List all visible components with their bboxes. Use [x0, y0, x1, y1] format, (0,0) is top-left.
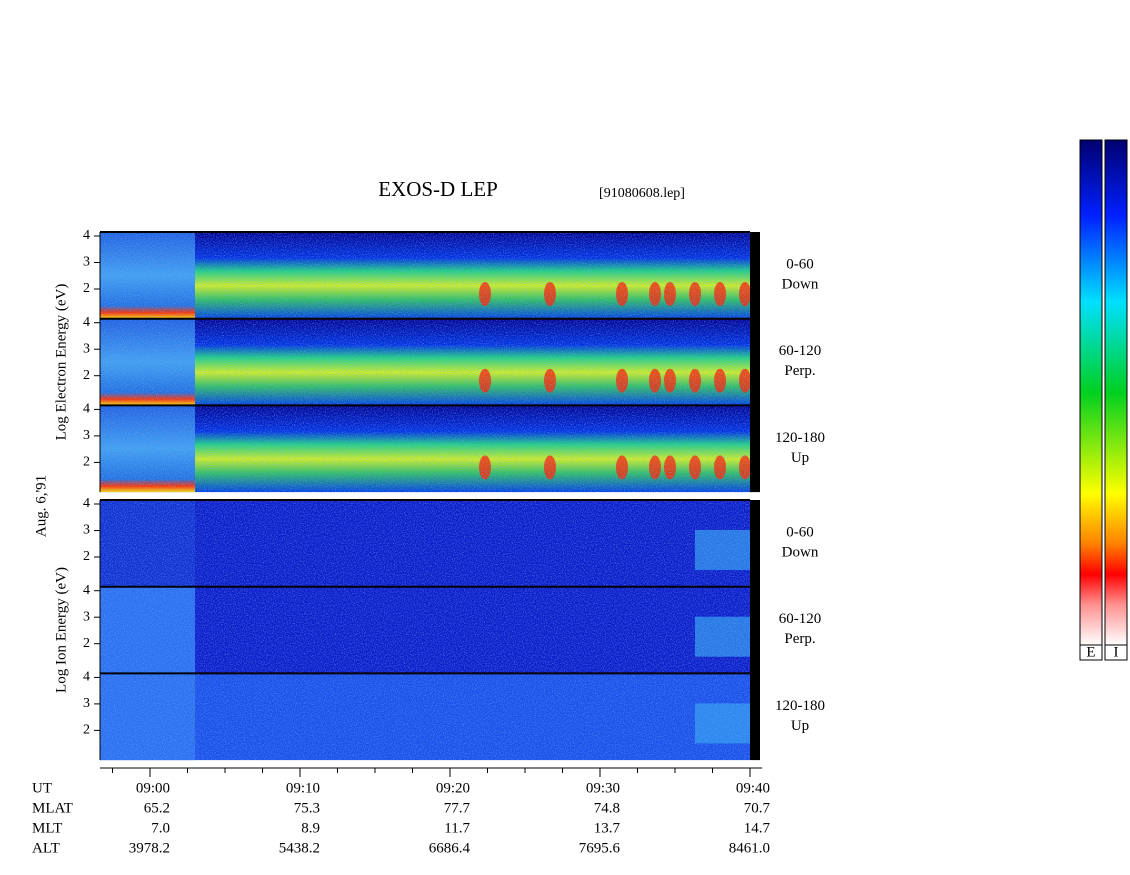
spectrogram-noise [100, 586, 750, 674]
colorbar-label: E [1086, 644, 1095, 660]
y-tick-label: 4 [83, 315, 90, 330]
axis-value: 09:10 [286, 780, 320, 796]
panel-direction: Up [791, 450, 809, 466]
plots: 4 3 2 4 3 2 4 3 2 4 3 2 4 3 2 4 3 2 [83, 228, 760, 761]
right-strip [750, 232, 760, 493]
panel-direction: Down [782, 276, 819, 292]
right-strip [750, 500, 760, 761]
time-axis: UT MLAT MLT ALT 09:00 65.2 7.0 3978.2 09:10 75.3 8… [32, 767, 771, 856]
spectrogram-noise [100, 232, 750, 319]
colorbar-label: I [1114, 644, 1119, 660]
row-label: ALT [32, 840, 60, 856]
colorbar-label-box [1079, 644, 1103, 661]
axis-value: 8.9 [301, 820, 320, 836]
axis-value: 3978.2 [129, 840, 170, 856]
axis-value: 11.7 [444, 820, 470, 836]
axis-value: 7695.6 [579, 840, 621, 856]
spectrogram-noise [100, 318, 750, 406]
row-label: MLAT [32, 800, 73, 816]
spectrogram-noise [100, 405, 750, 493]
colorbar-label-box [1104, 644, 1128, 661]
panel-range: 120-180 [775, 698, 825, 714]
panel-range: 60-120 [779, 343, 822, 359]
title: EXOS-D LEP [378, 177, 498, 201]
panel-range: 0-60 [786, 524, 814, 540]
axis-value: 77.7 [444, 800, 471, 816]
axis-value: 65.2 [144, 800, 170, 816]
y-tick-label: 4 [83, 496, 90, 511]
panel-range: 60-120 [779, 611, 822, 627]
axis-value: 7.0 [151, 820, 170, 836]
spectrogram-noise [100, 673, 750, 761]
panel-direction: Down [782, 544, 819, 560]
date: Aug. 6,'91 [33, 475, 49, 537]
axis-value: 14.7 [744, 820, 771, 836]
row-label: MLT [32, 820, 62, 836]
axis-value: 09:30 [586, 780, 620, 796]
row-label: UT [32, 780, 52, 796]
y-tick-label: 4 [83, 670, 90, 685]
y-tick-label: 2 [83, 368, 90, 383]
y-tick-label: 3 [83, 523, 90, 538]
colorbars: E I [1079, 139, 1128, 661]
y-tick-label: 3 [83, 255, 90, 270]
axis-value: 5438.2 [279, 840, 320, 856]
spectrogram-noise [100, 500, 750, 587]
y-tick-label: 2 [83, 455, 90, 470]
axis-value: 09:20 [436, 780, 470, 796]
panel-range: 120-180 [775, 430, 825, 446]
y-tick-label: 2 [83, 281, 90, 296]
y-tick-label: 2 [83, 549, 90, 564]
axis-value: 6686.4 [429, 840, 471, 856]
axis-value: 09:00 [136, 780, 170, 796]
y-tick-label: 4 [83, 402, 90, 417]
y-tick-label: 3 [83, 341, 90, 356]
axis-value: 74.8 [594, 800, 620, 816]
colorbar [1104, 139, 1128, 646]
y-tick-label: 3 [83, 696, 90, 711]
axis-value: 09:40 [736, 780, 770, 796]
axis-value: 75.3 [294, 800, 320, 816]
y-tick-label: 2 [83, 723, 90, 738]
panel-direction: Perp. [784, 631, 815, 647]
file-name: [91080608.lep] [599, 186, 685, 201]
colorbar [1079, 139, 1103, 646]
panel-direction: Up [791, 718, 809, 734]
y-tick-label: 4 [83, 583, 90, 598]
axis-value: 8461.0 [729, 840, 770, 856]
panel-range: 0-60 [786, 256, 814, 272]
y-tick-label: 2 [83, 636, 90, 651]
axis-value: 13.7 [594, 820, 621, 836]
y-axis-label: Log Electron Energy (eV) [53, 284, 69, 441]
panel-direction: Perp. [784, 363, 815, 379]
axis-value: 70.7 [744, 800, 771, 816]
y-tick-label: 3 [83, 609, 90, 624]
y-tick-label: 3 [83, 428, 90, 443]
y-axis-label: Log Ion Energy (eV) [53, 567, 69, 693]
y-tick-label: 4 [83, 228, 90, 243]
